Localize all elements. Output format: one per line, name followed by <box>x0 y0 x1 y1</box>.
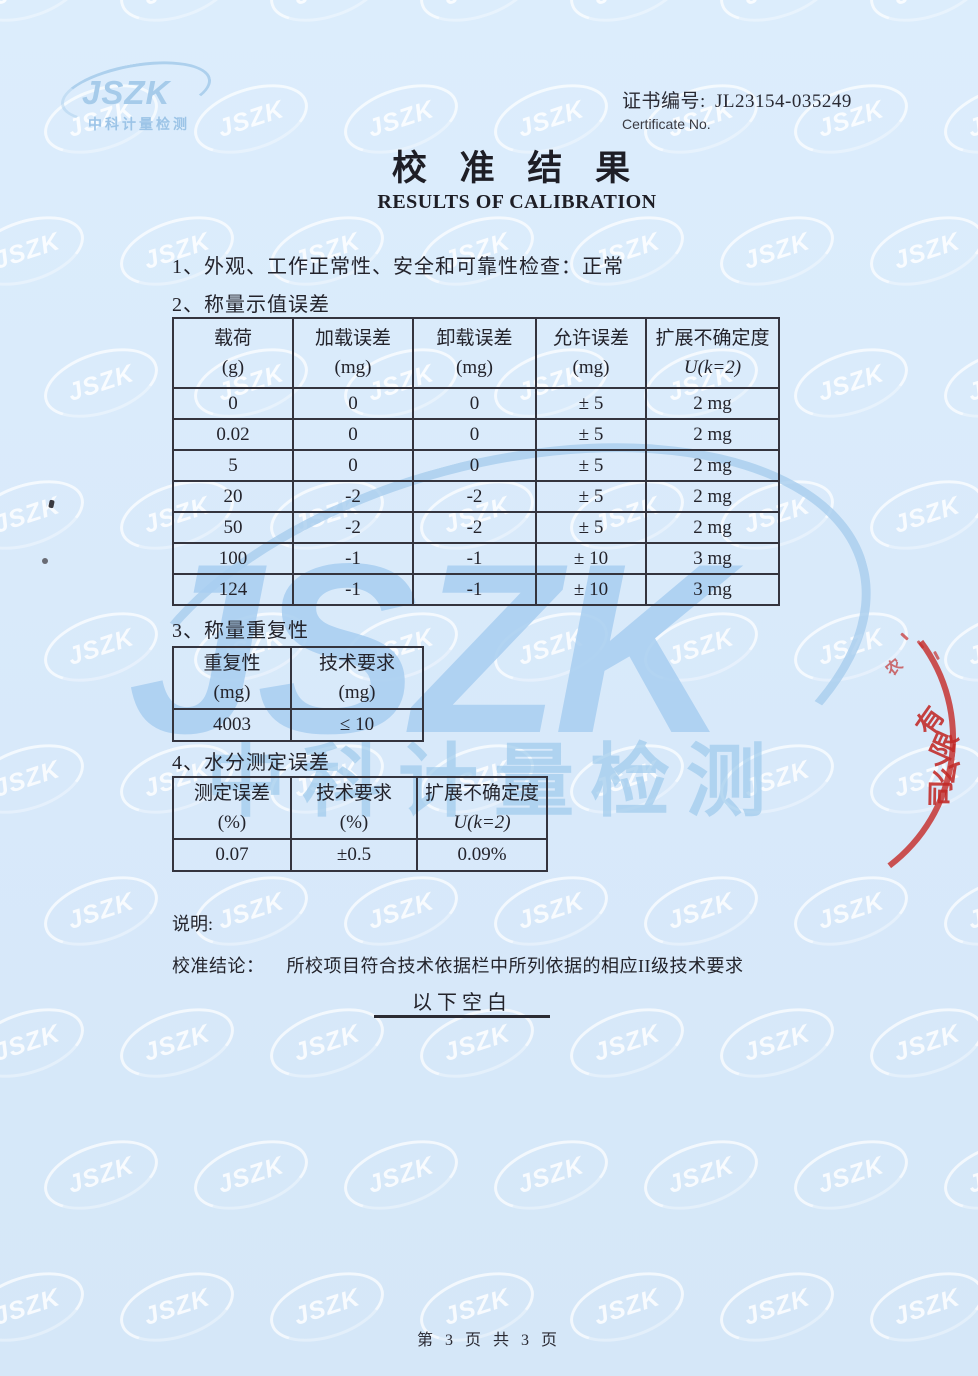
cell: ± 5 <box>535 449 647 482</box>
col-header-loading-error: 加载误差 (mg) <box>292 317 414 389</box>
cell: 0.07 <box>172 838 292 872</box>
table-header-row: 重复性 (mg) 技术要求 (mg) <box>172 646 424 710</box>
cell: 100 <box>172 542 294 575</box>
cell: 2 mg <box>645 418 780 451</box>
cell: 50 <box>172 511 294 544</box>
table-row: 100 -1 -1 ± 10 3 mg <box>172 542 780 575</box>
company-logo: JSZK 中科计量检测 <box>56 51 226 142</box>
col-header-repeatability: 重复性 (mg) <box>172 646 292 710</box>
cell: 2 mg <box>645 387 780 420</box>
cell: 2 mg <box>645 449 780 482</box>
page-title: 校 准 结 果 <box>391 149 643 188</box>
certificate-number-label: 证书编号: <box>622 91 706 112</box>
section-4-label: 4、水分测定误差 <box>172 752 330 774</box>
cell: 2 mg <box>645 480 780 513</box>
col-header-requirement: 技术要求 (mg) <box>290 646 424 710</box>
cell: 0 <box>412 418 537 451</box>
conclusion-text: 所校项目符合技术依据栏中所列依据的相应II级技术要求 <box>286 956 744 976</box>
table-row: 124 -1 -1 ± 10 3 mg <box>172 573 780 606</box>
col-header-measured-error: 测定误差 (%) <box>172 776 292 840</box>
notes-label: 说明: <box>172 914 214 934</box>
section-2-label: 2、称量示值误差 <box>172 294 330 316</box>
col-header-uncertainty: 扩展不确定度 U(k=2) <box>416 776 548 840</box>
section-3-label: 3、称量重复性 <box>172 620 309 642</box>
cell: ± 5 <box>535 418 647 451</box>
cell: 20 <box>172 480 294 513</box>
cell: 0 <box>292 387 414 420</box>
page-title-en: RESULTS OF CALIBRATION <box>377 191 657 213</box>
logo-subtext: 中科计量检测 <box>88 118 190 133</box>
table-row: 20 -2 -2 ± 5 2 mg <box>172 480 780 513</box>
table-row: 4003 ≤ 10 <box>172 708 424 742</box>
cell: -2 <box>292 511 414 544</box>
certificate-number-label-en: Certificate No. <box>622 116 711 132</box>
cell: ≤ 10 <box>290 708 424 742</box>
cell: 3 mg <box>645 542 780 575</box>
blank-below-underline <box>374 1015 550 1018</box>
repeatability-table: 重复性 (mg) 技术要求 (mg) 4003 ≤ 10 <box>172 646 424 742</box>
red-company-stamp: 农 有 限 公 司 <box>608 553 978 923</box>
cell: 2 mg <box>645 511 780 544</box>
col-header-load: 载荷 (g) <box>172 317 294 389</box>
cell: -2 <box>292 480 414 513</box>
cell: -1 <box>412 542 537 575</box>
table-row: 0.07 ±0.5 0.09% <box>172 838 548 872</box>
logo-text: JSZK <box>82 74 171 111</box>
cell: 0 <box>412 387 537 420</box>
weighing-error-table: 载荷 (g) 加载误差 (mg) 卸载误差 (mg) 允许误差 (mg) 扩展不确定度 U… <box>172 317 780 606</box>
table-row: 0.02 0 0 ± 5 2 mg <box>172 418 780 451</box>
col-header-requirement: 技术要求 (%) <box>290 776 418 840</box>
cell: ± 5 <box>535 387 647 420</box>
table-row: 5 0 0 ± 5 2 mg <box>172 449 780 482</box>
cell: ± 10 <box>535 542 647 575</box>
table-header-row: 载荷 (g) 加载误差 (mg) 卸载误差 (mg) 允许误差 (mg) 扩展不确定度 U… <box>172 317 780 389</box>
cell: -1 <box>412 573 537 606</box>
table-row: 50 -2 -2 ± 5 2 mg <box>172 511 780 544</box>
cell: -2 <box>412 480 537 513</box>
blank-below-text: 以下空白 <box>412 992 512 1014</box>
cell: 5 <box>172 449 294 482</box>
cell: 0 <box>412 449 537 482</box>
cell: -1 <box>292 542 414 575</box>
cell: 0.09% <box>416 838 548 872</box>
col-header-allowed-error: 允许误差 (mg) <box>535 317 647 389</box>
moisture-error-table: 测定误差 (%) 技术要求 (%) 扩展不确定度 U(k=2) 0.07 ±0.5 0… <box>172 776 548 872</box>
cell: -1 <box>292 573 414 606</box>
scan-speck <box>48 499 55 509</box>
cell: 0.02 <box>172 418 294 451</box>
section-1-appearance-check: 1、外观、工作正常性、安全和可靠性检查：正常 <box>172 256 624 278</box>
conclusion-label: 校准结论： <box>172 956 265 976</box>
cell: ± 5 <box>535 511 647 544</box>
cell: 124 <box>172 573 294 606</box>
cell: ±0.5 <box>290 838 418 872</box>
cell: -2 <box>412 511 537 544</box>
table-row: 0 0 0 ± 5 2 mg <box>172 387 780 420</box>
table-header-row: 测定误差 (%) 技术要求 (%) 扩展不确定度 U(k=2) <box>172 776 548 840</box>
cell: 0 <box>172 387 294 420</box>
cell: 4003 <box>172 708 292 742</box>
certificate-number-value: JL23154-035249 <box>715 91 852 112</box>
col-header-uncertainty: 扩展不确定度 U(k=2) <box>645 317 780 389</box>
page-number: 第 3 页 共 3 页 <box>416 1332 561 1349</box>
calibration-conclusion: 校准结论： 所校项目符合技术依据栏中所列依据的相应II级技术要求 <box>172 952 744 978</box>
cell: ± 10 <box>535 573 647 606</box>
stamp-char: 司 <box>925 779 957 808</box>
certificate-number-block: 证书编号: JL23154-035249 Certificate No. <box>622 86 852 132</box>
cell: 0 <box>292 418 414 451</box>
cell: 3 mg <box>645 573 780 606</box>
scan-speck <box>42 558 48 564</box>
cell: ± 5 <box>535 480 647 513</box>
col-header-unloading-error: 卸载误差 (mg) <box>412 317 537 389</box>
cell: 0 <box>292 449 414 482</box>
